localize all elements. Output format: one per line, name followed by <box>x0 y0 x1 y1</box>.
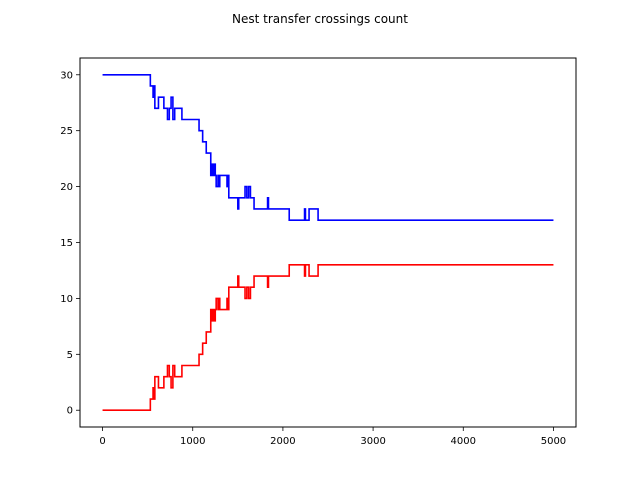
y-axis: 0 5 10 15 20 25 30 <box>60 70 80 417</box>
y-tick-label: 25 <box>60 126 73 137</box>
y-tick-label: 20 <box>60 182 73 193</box>
x-tick-label: 1000 <box>180 436 205 447</box>
chart-title: Nest transfer crossings count <box>232 12 408 26</box>
series-line-1 <box>102 73 554 221</box>
y-tick-label: 15 <box>60 238 73 249</box>
series-layer <box>102 73 554 412</box>
x-axis: 0 1000 2000 3000 4000 5000 <box>99 427 566 447</box>
x-tick-label: 3000 <box>360 436 385 447</box>
series-line-2 <box>102 264 554 412</box>
y-tick-label: 5 <box>67 350 73 361</box>
y-tick-label: 30 <box>60 70 73 81</box>
y-tick-label: 10 <box>60 294 73 305</box>
x-tick-label: 5000 <box>541 436 566 447</box>
x-tick-label: 0 <box>99 436 105 447</box>
x-tick-label: 4000 <box>451 436 476 447</box>
y-tick-label: 0 <box>67 406 73 417</box>
x-tick-label: 2000 <box>270 436 295 447</box>
